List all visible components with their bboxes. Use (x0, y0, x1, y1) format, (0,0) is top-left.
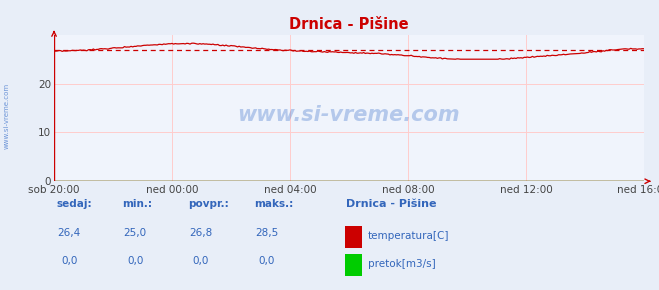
Text: 0,0: 0,0 (127, 256, 143, 266)
Text: 0,0: 0,0 (61, 256, 77, 266)
Text: 26,4: 26,4 (57, 228, 81, 238)
Text: sedaj:: sedaj: (56, 199, 92, 209)
Text: maks.:: maks.: (254, 199, 293, 209)
Text: www.si-vreme.com: www.si-vreme.com (3, 83, 10, 149)
Text: 25,0: 25,0 (123, 228, 147, 238)
Text: 0,0: 0,0 (193, 256, 209, 266)
Text: 26,8: 26,8 (189, 228, 213, 238)
Text: 28,5: 28,5 (255, 228, 279, 238)
Text: pretok[m3/s]: pretok[m3/s] (368, 259, 436, 269)
Text: Drnica - Pišine: Drnica - Pišine (346, 199, 436, 209)
Text: temperatura[C]: temperatura[C] (368, 231, 449, 241)
Text: 0,0: 0,0 (259, 256, 275, 266)
Title: Drnica - Pišine: Drnica - Pišine (289, 17, 409, 32)
Text: min.:: min.: (122, 199, 152, 209)
Text: www.si-vreme.com: www.si-vreme.com (238, 105, 460, 125)
Text: povpr.:: povpr.: (188, 199, 229, 209)
